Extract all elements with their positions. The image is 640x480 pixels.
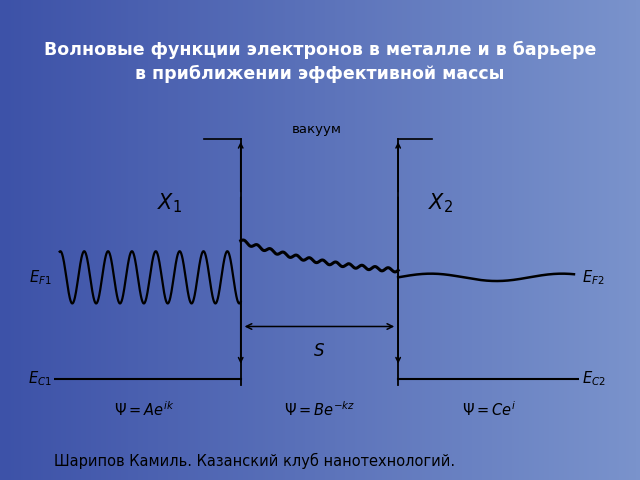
Text: $S$: $S$ — [314, 342, 325, 360]
Text: $E_{F1}$: $E_{F1}$ — [29, 268, 52, 287]
Text: $E_{C1}$: $E_{C1}$ — [28, 370, 52, 388]
Text: $E_{F2}$: $E_{F2}$ — [582, 268, 604, 287]
Text: Шарипов Камиль. Казанский клуб нанотехнологий.: Шарипов Камиль. Казанский клуб нанотехно… — [54, 453, 456, 469]
Text: $\Psi=Ae^{ik}$: $\Psi=Ae^{ik}$ — [114, 400, 174, 419]
Text: $E_{C2}$: $E_{C2}$ — [582, 370, 605, 388]
Text: в приближении эффективной массы: в приближении эффективной массы — [135, 65, 505, 84]
Text: вакуум: вакуум — [292, 123, 342, 136]
Text: $\Psi=Be^{-kz}$: $\Psi=Be^{-kz}$ — [284, 400, 355, 419]
Text: $\Psi=Ce^{i}$: $\Psi=Ce^{i}$ — [461, 400, 516, 419]
Text: $X_1$: $X_1$ — [157, 192, 182, 216]
Text: $X_2$: $X_2$ — [428, 192, 452, 216]
Text: Волновые функции электронов в металле и в барьере: Волновые функции электронов в металле и … — [44, 41, 596, 60]
